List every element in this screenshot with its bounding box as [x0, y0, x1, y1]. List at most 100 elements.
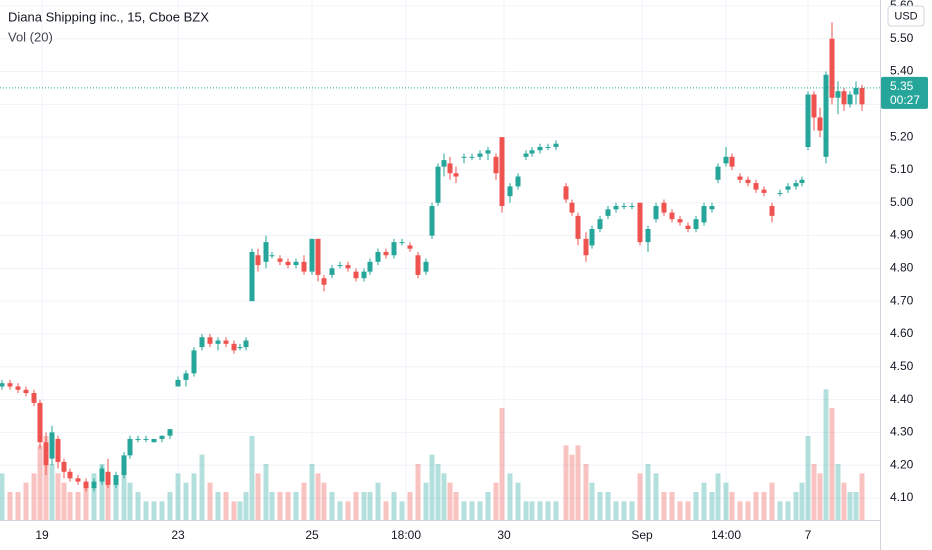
candle-body [15, 386, 21, 390]
currency-box[interactable] [887, 5, 925, 27]
volume-bar [701, 482, 707, 520]
volume-bar [407, 492, 413, 520]
volume-bar [493, 482, 499, 520]
volume-bar [447, 482, 453, 520]
volume-bar [677, 501, 683, 520]
volume-bar [441, 473, 447, 520]
candle-body [315, 238, 321, 275]
candle-body [423, 261, 429, 272]
x-tick-label: 23 [171, 528, 185, 542]
volume-bar [43, 436, 49, 520]
volume-bar [415, 464, 421, 520]
volume-bar [249, 436, 255, 520]
x-tick-label: 7 [805, 528, 812, 542]
candle-body [835, 91, 841, 98]
candle-body [753, 183, 759, 190]
candle-body [49, 432, 55, 459]
candle-body [621, 206, 627, 208]
volume-bar [159, 501, 165, 520]
volume-bar [537, 501, 543, 520]
candle-body [537, 146, 543, 151]
volume-bar [761, 492, 767, 520]
volume-bar [215, 492, 221, 520]
candle-body [447, 163, 453, 174]
volume-bar [423, 482, 429, 520]
candle-body [143, 438, 149, 440]
volume-legend: Vol (20) [8, 29, 53, 44]
volume-bar [545, 501, 551, 520]
volume-bar [277, 492, 283, 520]
volume-bar [629, 501, 635, 520]
volume-bar [817, 473, 823, 520]
volume-bar [523, 501, 529, 520]
candle-body [55, 438, 61, 462]
candle-body [243, 340, 249, 348]
candle-body [375, 251, 381, 262]
candle-body [175, 379, 181, 387]
volume-bar [321, 482, 327, 520]
x-tick-label: 30 [497, 528, 511, 542]
candle-body [793, 183, 799, 187]
candle-body [729, 156, 735, 167]
volume-bar [637, 473, 643, 520]
volume-bar [745, 501, 751, 520]
candle-body [321, 278, 327, 285]
volume-bar [113, 482, 119, 520]
candle-body [135, 438, 141, 440]
candle-body [415, 255, 421, 275]
candle-body [597, 219, 603, 229]
candle-body [441, 160, 447, 167]
candle-body [829, 38, 835, 98]
candle-body [151, 438, 157, 443]
candle-body [853, 87, 859, 95]
volume-bar [453, 492, 459, 520]
y-tick-label: 5.40 [890, 64, 914, 78]
candle-body [553, 143, 559, 147]
candle-body [785, 186, 791, 190]
volume-bar [645, 464, 651, 520]
candle-body [83, 481, 89, 489]
candle-body [723, 156, 729, 164]
candle-body [231, 343, 237, 351]
volume-layer [0, 389, 865, 520]
volume-bar [605, 492, 611, 520]
candle-body [183, 373, 189, 380]
candle-body [91, 481, 97, 489]
volume-bar [293, 492, 299, 520]
volume-bar [597, 492, 603, 520]
candle-body [329, 268, 335, 275]
volume-bar [853, 492, 859, 520]
candle-body [737, 176, 743, 180]
volume-bar [477, 501, 483, 520]
candle-body [799, 179, 805, 184]
candle-body [685, 225, 691, 229]
candle-body [563, 186, 569, 200]
candle-body [23, 389, 29, 394]
volume-bar [499, 408, 505, 520]
candle-body [159, 435, 165, 439]
candle-body [391, 242, 397, 256]
candle-body [515, 176, 521, 187]
volume-bar [315, 473, 321, 520]
volume-bar [199, 454, 205, 520]
y-tick-label: 5.10 [890, 162, 914, 176]
volume-bar [361, 492, 367, 520]
volume-bar [777, 501, 783, 520]
volume-bar [75, 492, 81, 520]
volume-bar [345, 501, 351, 520]
volume-bar [231, 501, 237, 520]
candle-body [353, 271, 359, 279]
candle-body [31, 393, 37, 403]
candle-body [67, 471, 73, 479]
candle-body [529, 150, 535, 154]
candle-body [249, 251, 255, 302]
volume-bar [569, 454, 575, 520]
volume-bar [793, 492, 799, 520]
volume-bar [769, 482, 775, 520]
countdown-label: 00:27 [890, 93, 920, 107]
candle-body [469, 156, 475, 158]
volume-bar [469, 501, 475, 520]
volume-bar [0, 473, 5, 520]
candle-body [453, 173, 459, 177]
y-tick-label: 4.80 [890, 261, 914, 275]
